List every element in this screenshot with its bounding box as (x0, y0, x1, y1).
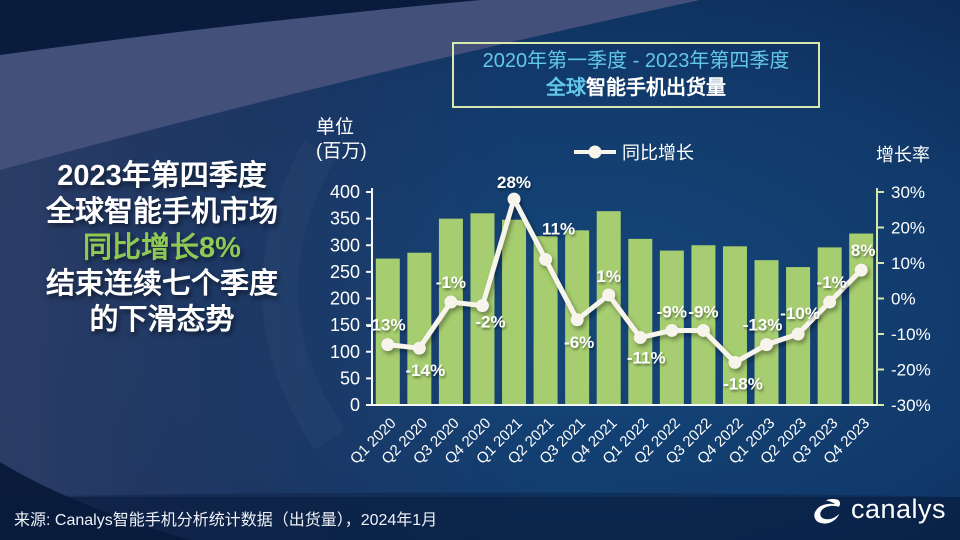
growth-point-Q4-2023 (854, 263, 868, 277)
growth-point-Q3-2022 (696, 323, 710, 337)
bar-Q1-2023 (754, 260, 779, 405)
unit-line-2: (百万) (316, 141, 367, 162)
chart-title-rest: 智能手机出货量 (586, 77, 726, 99)
growth-point-Q1-2023 (760, 338, 774, 352)
growth-point-Q4-2021 (602, 288, 616, 302)
right-tick-label: 30% (891, 183, 925, 202)
left-tick-label: 250 (330, 262, 360, 282)
right-tick-label: -30% (891, 396, 931, 415)
growth-point-Q4-2020 (475, 299, 489, 313)
growth-point-Q2-2021 (539, 252, 553, 266)
headline-line-4: 结束连续七个季度 (45, 268, 278, 300)
growth-point-Q3-2020 (444, 295, 458, 309)
chart-title: 全球智能手机出货量 (454, 75, 818, 102)
headline-line-1: 2023年第四季度 (57, 160, 267, 192)
growth-data-label: -9% (688, 302, 718, 321)
growth-point-Q2-2023 (791, 327, 805, 341)
growth-point-Q3-2023 (823, 295, 837, 309)
growth-point-Q4-2022 (728, 355, 742, 369)
headline-block: 2023年第四季度 全球智能手机市场 同比增长8% 结束连续七个季度 的下滑态势 (8, 158, 316, 338)
left-tick-label: 150 (330, 315, 360, 335)
chart-title-highlight: 全球 (546, 77, 586, 99)
bar-Q1-2022 (628, 238, 653, 405)
growth-line-series (381, 192, 868, 369)
left-tick-label: 0 (350, 395, 360, 415)
growth-data-label: 11% (542, 219, 575, 238)
growth-point-Q3-2021 (570, 313, 584, 327)
growth-data-label: 1% (596, 267, 621, 286)
left-axis-unit-label: 单位 (百万) (316, 116, 367, 164)
legend-label: 同比增长 (622, 143, 694, 163)
chart-period-subtitle: 2020年第一季度 - 2023年第四季度 (482, 50, 790, 72)
headline-line-2: 全球智能手机市场 (45, 196, 278, 228)
bar-Q1-2020 (375, 258, 400, 405)
left-tick-label: 300 (330, 235, 360, 255)
canalys-logo: canalys (810, 492, 946, 526)
right-axis-label: 增长率 (876, 145, 930, 165)
canalys-logo-icon (814, 499, 841, 524)
headline-growth-highlight: 同比增长8% (83, 232, 241, 264)
line-series-marker-icon (574, 145, 616, 159)
left-tick-label: 50 (340, 368, 360, 388)
growth-data-label: -11% (627, 349, 666, 368)
bar-Q4-2023 (849, 233, 874, 405)
growth-point-Q1-2022 (633, 331, 647, 345)
growth-point-Q1-2021 (507, 192, 521, 206)
bar-Q4-2022 (722, 246, 747, 405)
chart-title-box: 2020年第一季度 - 2023年第四季度 全球智能手机出货量 (452, 42, 820, 108)
bar-Q1-2021 (502, 219, 527, 405)
right-tick-label: 10% (891, 254, 925, 273)
bar-Q3-2023 (817, 247, 842, 405)
left-tick-label: 350 (330, 209, 360, 229)
growth-data-label: -1% (817, 273, 847, 292)
growth-line-path (385, 196, 864, 365)
growth-data-label: -10% (780, 304, 820, 323)
growth-data-label: -9% (657, 302, 687, 321)
left-tick-label: 100 (330, 342, 360, 362)
growth-data-label: 28% (497, 173, 531, 192)
growth-data-label: -13% (366, 316, 406, 335)
source-note: 来源: Canalys智能手机分析统计数据（出货量），2024年1月 (14, 512, 438, 529)
bar-Q2-2020 (407, 252, 432, 405)
unit-line-1: 单位 (316, 117, 355, 138)
left-tick-label: 400 (330, 182, 360, 202)
growth-data-label: -18% (723, 374, 763, 393)
canalys-logo-text: canalys (850, 493, 946, 524)
headline-line-5: 的下滑态势 (89, 304, 235, 336)
right-tick-label: 0% (891, 290, 916, 309)
growth-data-label: -1% (436, 273, 466, 292)
growth-point-Q2-2020 (412, 341, 426, 355)
growth-point-Q2-2022 (665, 323, 679, 337)
right-tick-label: 20% (891, 219, 925, 238)
right-tick-label: -10% (891, 325, 931, 344)
growth-data-label: -6% (564, 333, 594, 352)
legend: 同比增长 (572, 139, 694, 165)
growth-data-label: -2% (475, 313, 505, 332)
right-tick-label: -20% (891, 361, 931, 380)
growth-point-Q1-2020 (381, 338, 395, 352)
growth-data-label: 8% (851, 241, 876, 260)
left-tick-label: 200 (330, 289, 360, 309)
growth-data-label: -13% (743, 316, 783, 335)
growth-data-label: -14% (406, 361, 446, 380)
